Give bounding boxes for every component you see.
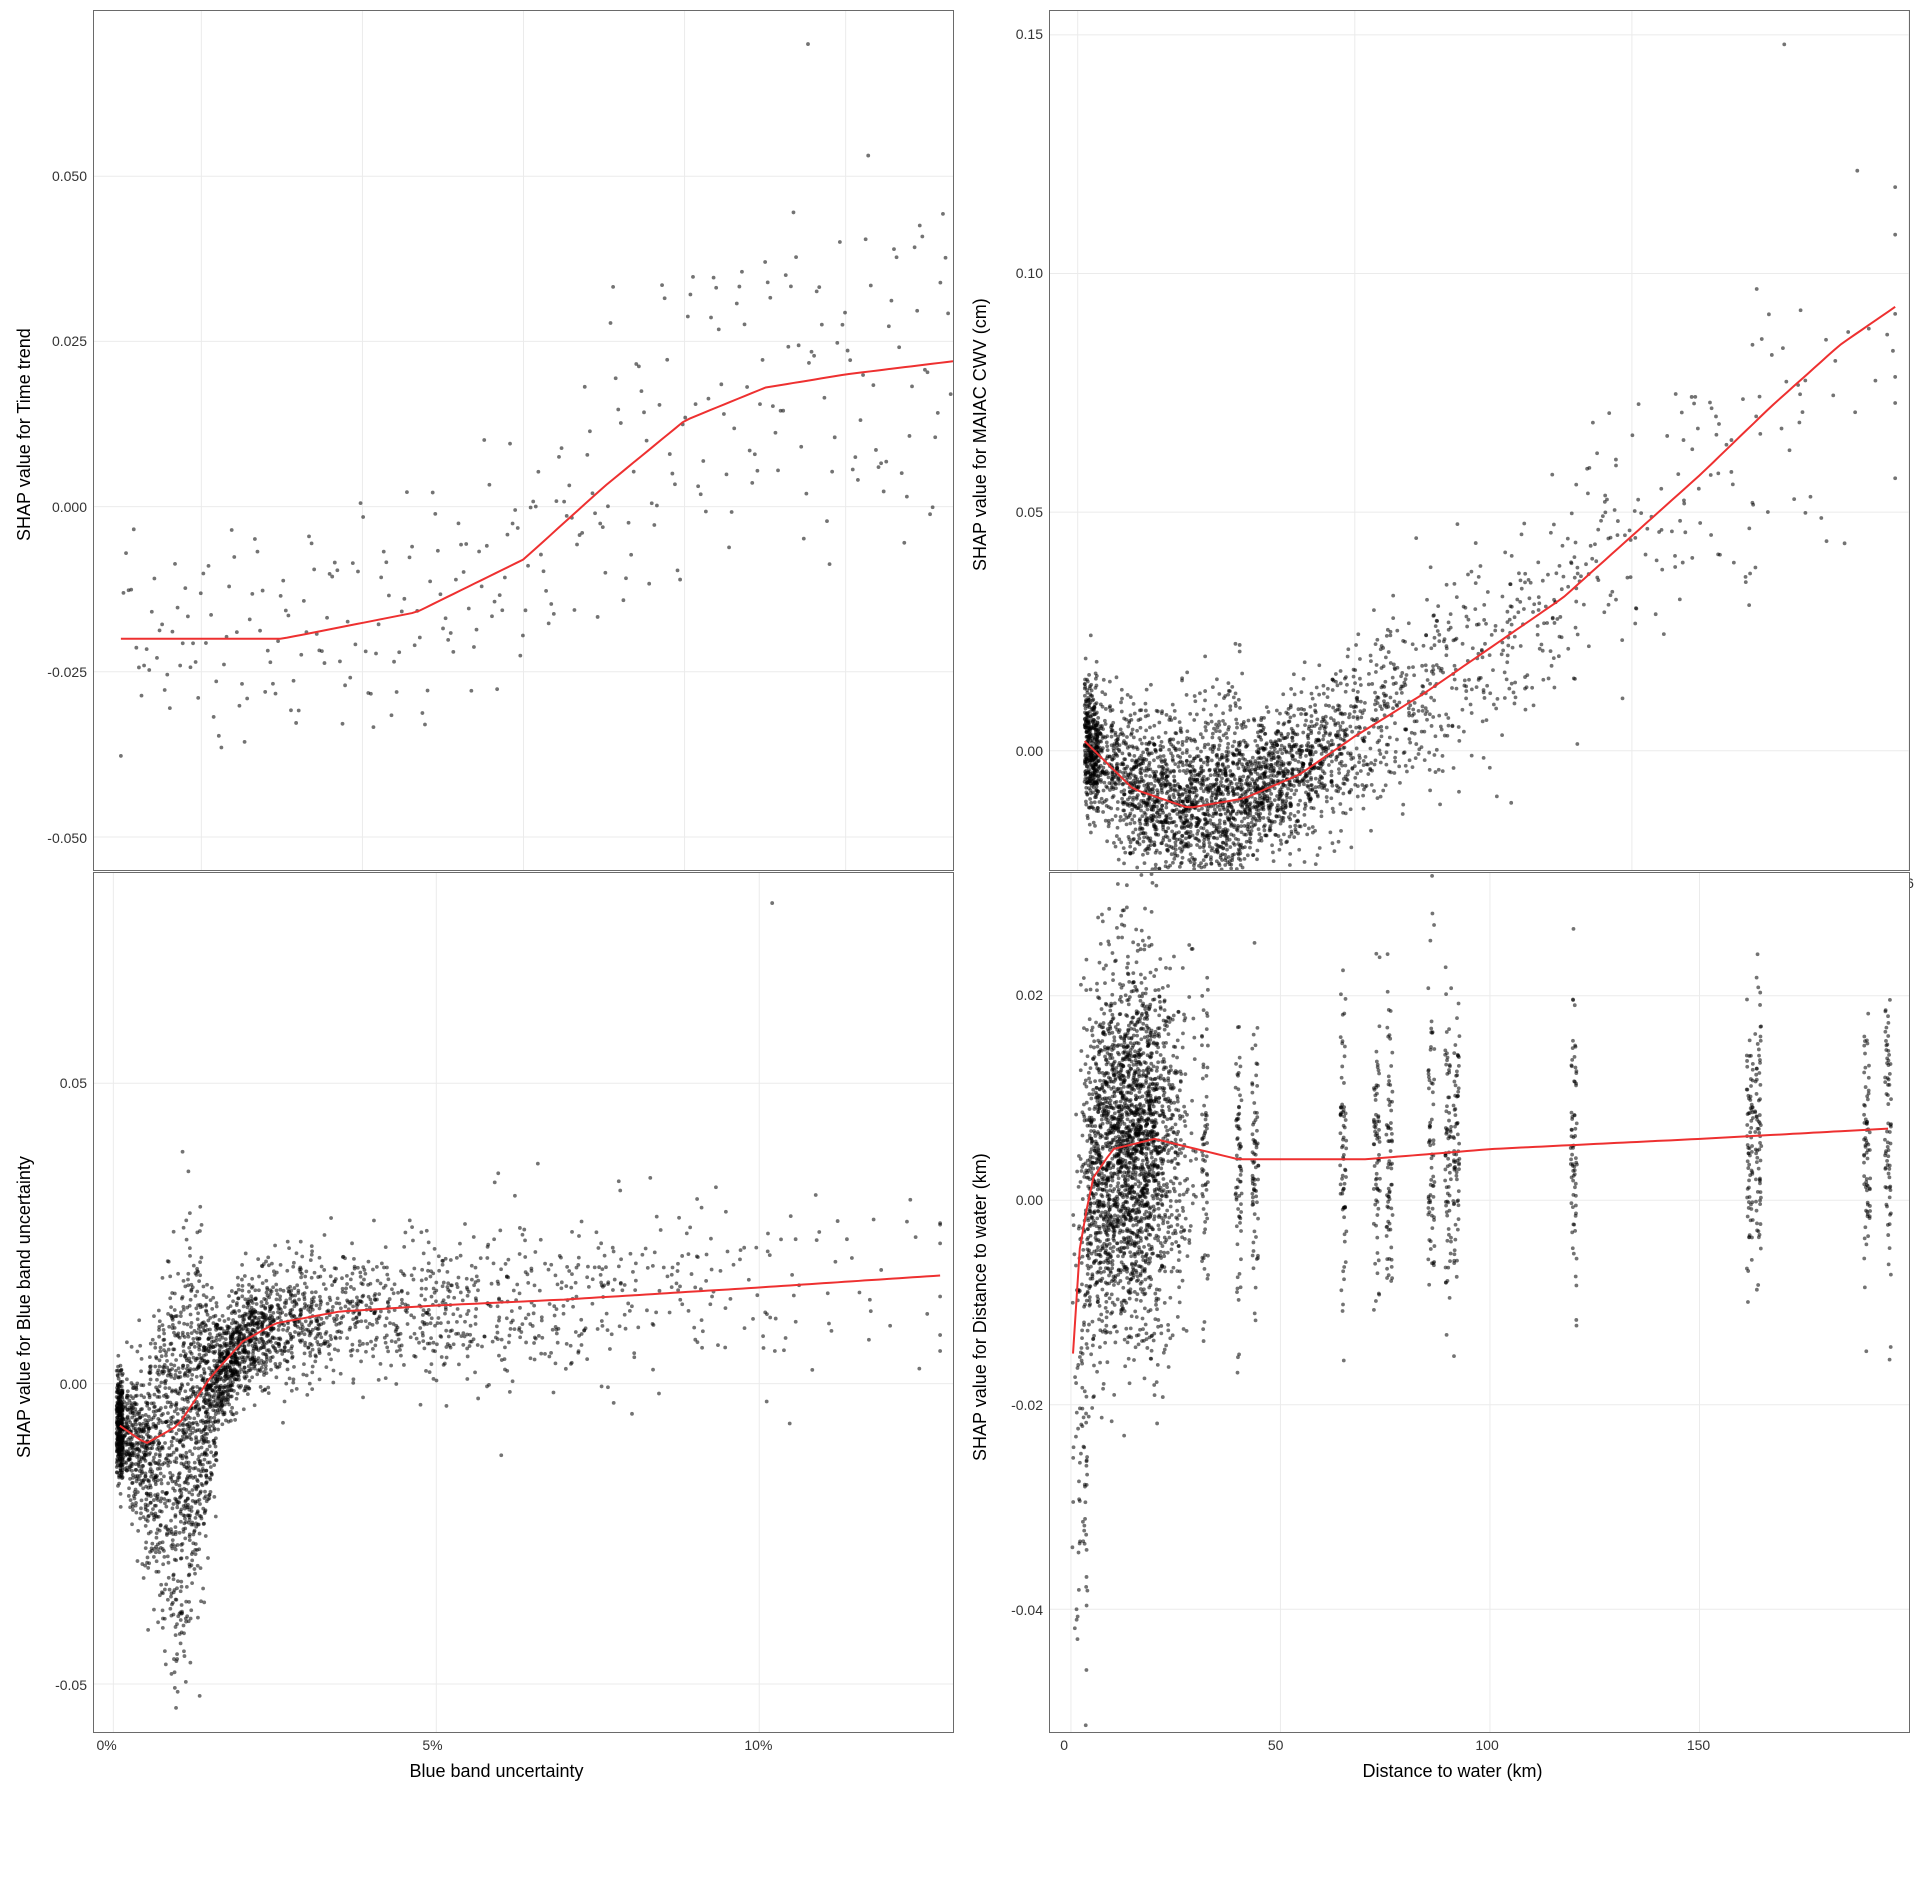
plot-area-br: [1049, 872, 1910, 1733]
plot-area-tr: [1049, 10, 1910, 871]
ylabel-tl: SHAP value for Time trend: [10, 10, 39, 860]
yticks-br: -0.04-0.020.000.02: [995, 872, 1049, 1733]
yticks-bl: -0.050.000.05: [39, 872, 93, 1733]
plot-area-bl: [93, 872, 954, 1733]
panel-bl: SHAP value for Blue band uncertainty -0.…: [10, 872, 954, 1743]
plot-area-tl: [93, 10, 954, 871]
panel-br: SHAP value for Distance to water (km) -0…: [966, 872, 1910, 1743]
yticks-tl: -0.050-0.0250.0000.0250.050: [39, 10, 93, 871]
panel-grid: SHAP value for Time trend -0.050-0.0250.…: [10, 10, 1910, 1140]
xlabel-br: Distance to water (km): [995, 1733, 1910, 1782]
xlabel-bl: Blue band uncertainty: [39, 1733, 954, 1782]
ylabel-br: SHAP value for Distance to water (km): [966, 872, 995, 1743]
panel-tl: SHAP value for Time trend -0.050-0.0250.…: [10, 10, 954, 860]
ylabel-bl: SHAP value for Blue band uncertainty: [10, 872, 39, 1743]
yticks-tr: 0.000.050.100.15: [995, 10, 1049, 871]
ylabel-tr: SHAP value for MAIAC CWV (cm): [966, 10, 995, 860]
panel-tr: SHAP value for MAIAC CWV (cm) 0.000.050.…: [966, 10, 1910, 860]
